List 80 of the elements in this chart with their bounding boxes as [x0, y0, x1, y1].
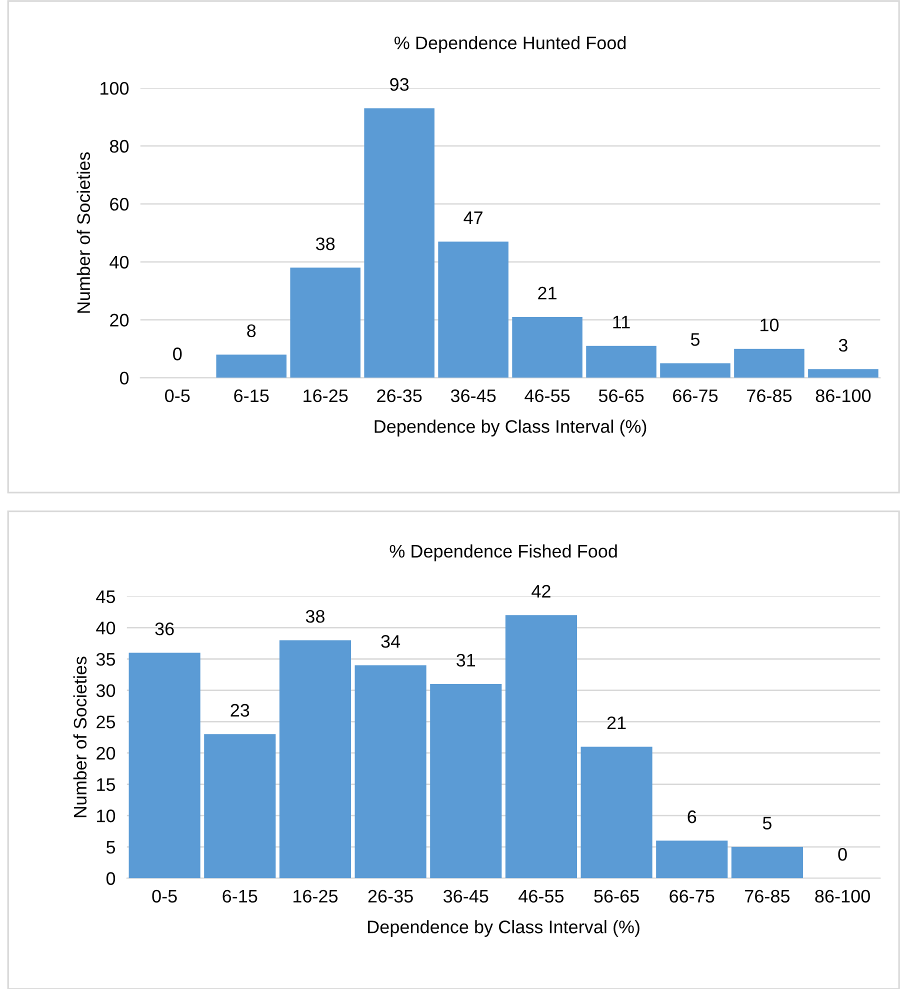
- y-tick-label: 80: [110, 140, 129, 153]
- y-axis-title: Number of Societies: [76, 152, 90, 313]
- y-tick-label: 100: [100, 82, 129, 95]
- x-tick-label: 76-85: [747, 389, 792, 402]
- y-tick-label: 0: [120, 372, 129, 385]
- x-tick-label: 6-15: [222, 890, 258, 903]
- data-label: 6: [688, 810, 696, 824]
- data-label: 8: [247, 324, 256, 338]
- data-label: 3: [838, 338, 848, 352]
- x-tick-label: 66-75: [670, 890, 714, 903]
- data-label: 47: [464, 212, 482, 224]
- y-tick-label: 20: [110, 314, 129, 327]
- x-tick-label: 26-35: [368, 890, 413, 903]
- x-tick-label: 16-25: [294, 890, 338, 903]
- bar: [731, 846, 803, 878]
- data-label: 23: [230, 704, 250, 717]
- x-tick-label: 56-65: [594, 890, 639, 903]
- data-label: 31: [456, 654, 476, 667]
- data-label: 11: [613, 316, 630, 328]
- bar: [354, 665, 426, 878]
- bar: [808, 369, 878, 378]
- x-tick-label: 0-5: [165, 389, 190, 402]
- bar: [279, 640, 352, 878]
- x-tick-label: 16-25: [304, 389, 348, 402]
- y-tick-label: 30: [96, 684, 116, 698]
- x-tick-label: 26-35: [377, 389, 422, 402]
- x-tick-label: 46-55: [518, 890, 564, 903]
- data-label: 38: [306, 610, 324, 623]
- x-axis-title: Dependence by Class Interval (%): [368, 920, 640, 937]
- y-tick-label: 25: [96, 716, 116, 728]
- x-tick-label: 76-85: [745, 890, 790, 903]
- bar: [216, 354, 287, 378]
- bar: [364, 108, 434, 378]
- y-tick-label: 35: [96, 652, 116, 666]
- y-tick-label: 10: [97, 810, 116, 822]
- bar: [204, 734, 276, 878]
- y-axis-title: Number of Societies: [73, 656, 87, 818]
- y-tick-label: 15: [97, 778, 116, 791]
- chart-title: % Dependence Hunted Food: [394, 36, 626, 53]
- y-tick-label: 40: [96, 622, 116, 634]
- x-tick-label: 0-5: [152, 890, 177, 903]
- bar: [656, 840, 728, 878]
- data-label: 38: [316, 237, 335, 250]
- bar: [512, 316, 582, 378]
- x-tick-label: 56-65: [598, 389, 644, 402]
- y-tick-label: 40: [110, 256, 129, 269]
- x-tick-label: 86-100: [816, 389, 871, 402]
- data-label: 21: [607, 716, 626, 730]
- x-tick-label: 36-45: [443, 890, 488, 903]
- bar: [430, 684, 502, 878]
- bar: [128, 652, 200, 878]
- y-tick-label: 45: [96, 590, 116, 604]
- x-tick-label: 6-15: [234, 389, 269, 402]
- x-tick-label: 66-75: [673, 389, 718, 402]
- data-label: 36: [155, 622, 174, 636]
- x-tick-label: 36-45: [450, 389, 496, 402]
- data-label: 93: [390, 78, 409, 91]
- y-tick-label: 5: [106, 841, 116, 854]
- y-tick-label: 20: [96, 746, 116, 760]
- bar: [660, 363, 730, 378]
- data-label: 0: [173, 348, 182, 360]
- data-label: 5: [690, 333, 700, 346]
- bar: [505, 615, 577, 878]
- y-tick-label: 0: [106, 872, 116, 885]
- data-label: 34: [381, 635, 400, 648]
- data-label: 10: [760, 318, 779, 332]
- x-tick-label: 46-55: [524, 389, 570, 402]
- bar: [586, 346, 656, 378]
- data-label: 42: [532, 584, 550, 598]
- x-tick-label: 86-100: [815, 890, 870, 903]
- data-label: 21: [538, 286, 556, 300]
- chart-title: % Dependence Fished Food: [390, 544, 617, 562]
- bar: [438, 242, 508, 378]
- data-label: 0: [838, 848, 847, 861]
- data-label: 5: [762, 816, 772, 830]
- bar: [734, 348, 804, 378]
- bar: [290, 268, 360, 378]
- y-tick-label: 60: [110, 198, 129, 211]
- bar: [580, 746, 652, 878]
- x-axis-title: Dependence by Class Interval (%): [374, 420, 646, 436]
